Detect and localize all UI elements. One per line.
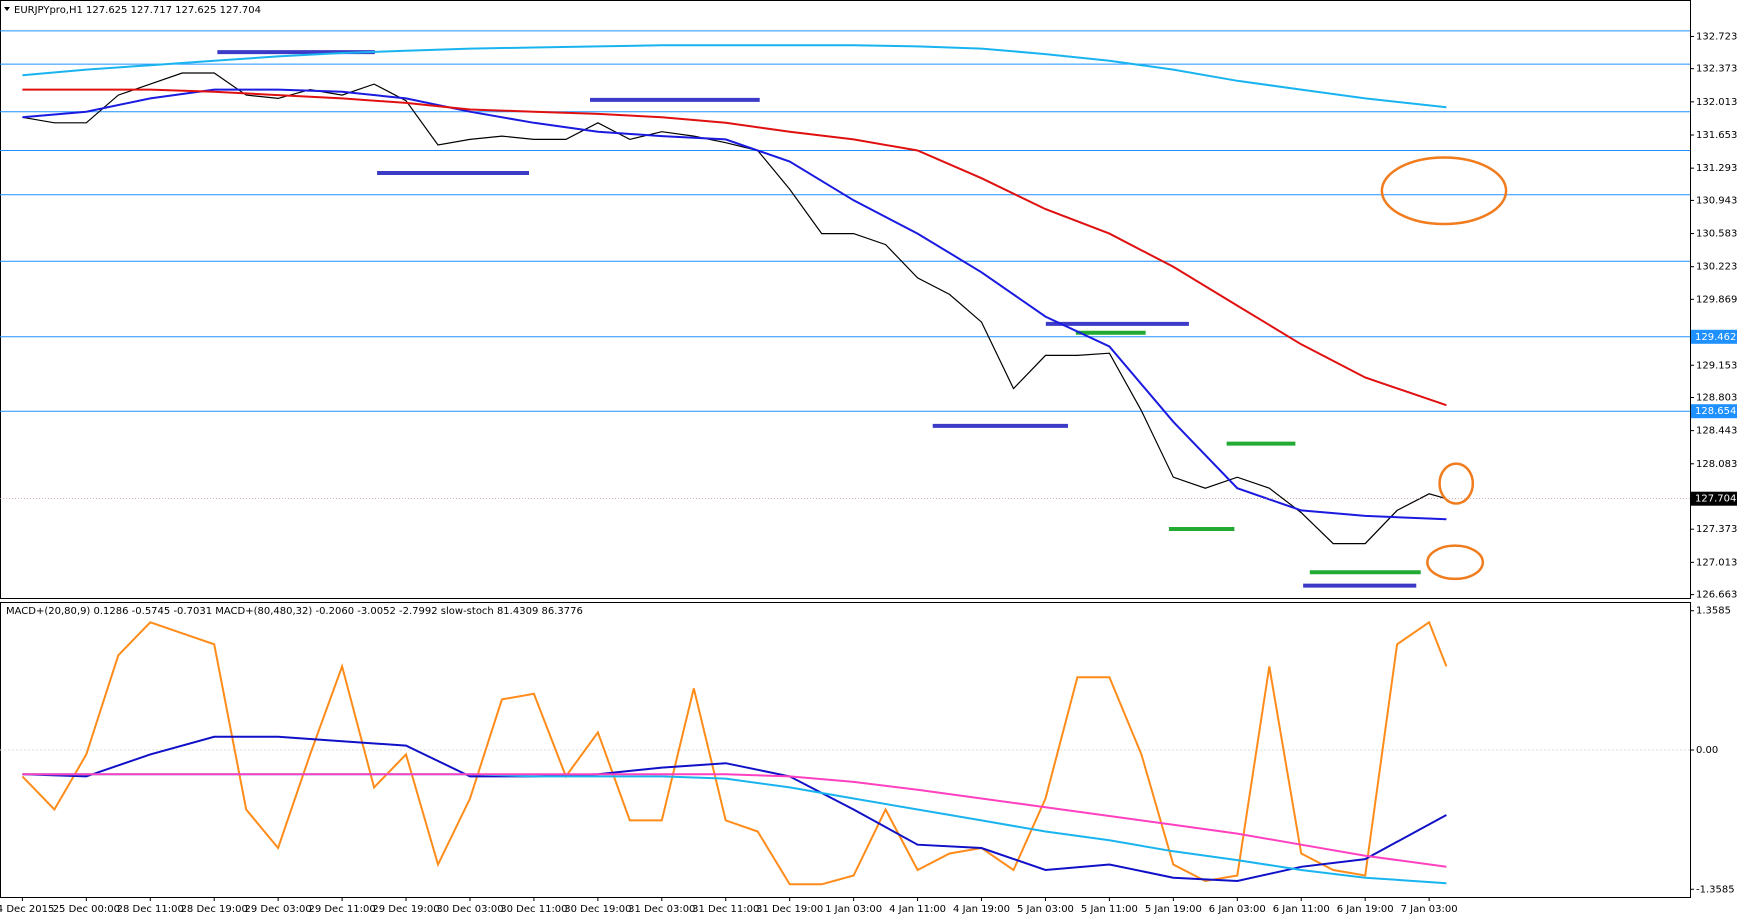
x-tick-label: 4 Jan 19:00 [953, 904, 1010, 915]
x-tick-label: 4 Jan 11:00 [889, 904, 946, 915]
x-tick-label: 29 Dec 11:00 [308, 904, 375, 915]
x-tick-label: 7 Jan 03:00 [1401, 904, 1458, 915]
sub-title: MACD+(20,80,9) 0.1286 -0.5745 -0.7031 MA… [6, 606, 583, 617]
x-tick-label: 31 Dec 03:00 [628, 904, 695, 915]
highlight-circle [1380, 156, 1508, 226]
x-tick-label: 31 Dec 19:00 [756, 904, 823, 915]
x-tick-label: 24 Dec 2015 [0, 904, 54, 915]
y-tick-label: 130.943 [1696, 195, 1737, 206]
x-tick-label: 5 Jan 19:00 [1145, 904, 1202, 915]
x-tick-label: 30 Dec 03:00 [436, 904, 503, 915]
y-tick-label: 132.723 [1696, 31, 1737, 42]
highlight-circle [1438, 462, 1475, 505]
y-tick-label: 0.00 [1696, 745, 1718, 756]
y-tick-label: 129.869 [1696, 294, 1737, 305]
highlight-circle [1426, 544, 1485, 581]
x-tick-label: 30 Dec 11:00 [500, 904, 567, 915]
x-tick-label: 29 Dec 19:00 [372, 904, 439, 915]
y-tick-label: 128.083 [1696, 459, 1737, 470]
x-tick-label: 28 Dec 11:00 [117, 904, 184, 915]
y-tick-label: 131.653 [1696, 130, 1737, 141]
y-tick-label: 129.153 [1696, 360, 1737, 371]
y-tick-label: 132.013 [1696, 97, 1737, 108]
price-label-box [1691, 491, 1737, 506]
y-tick-label: 131.293 [1696, 163, 1737, 174]
y-tick-label: 128.443 [1696, 426, 1737, 437]
y-tick-label: 130.223 [1696, 262, 1737, 273]
x-tick-label: 6 Jan 03:00 [1209, 904, 1266, 915]
x-tick-label: 25 Dec 00:00 [53, 904, 120, 915]
y-tick-label: 132.373 [1696, 64, 1737, 75]
x-tick-label: 5 Jan 11:00 [1081, 904, 1138, 915]
y-tick-label: 128.803 [1696, 392, 1737, 403]
x-tick-label: 31 Dec 11:00 [692, 904, 759, 915]
x-tick-label: 1 Jan 03:00 [825, 904, 882, 915]
y-tick-label: 127.013 [1696, 557, 1737, 568]
main-title: EURJPYpro,H1 127.625 127.717 127.625 127… [14, 5, 261, 16]
series-line [22, 735, 1447, 883]
menu-arrow[interactable] [4, 7, 10, 11]
series-line [22, 773, 1447, 868]
y-tick-label: 130.583 [1696, 229, 1737, 240]
series-line [22, 44, 1447, 109]
y-tick-label: 1.3585 [1696, 606, 1731, 617]
x-tick-label: 28 Dec 19:00 [181, 904, 248, 915]
series-line [22, 72, 1447, 545]
series-line [22, 773, 1447, 885]
price-label-box [1691, 329, 1737, 344]
price-label: 129.462 [1695, 332, 1736, 343]
x-tick-label: 6 Jan 11:00 [1273, 904, 1330, 915]
x-tick-label: 30 Dec 19:00 [564, 904, 631, 915]
price-label: 128.654 [1695, 406, 1736, 417]
series-line [22, 88, 1447, 407]
series-line [22, 88, 1447, 521]
y-tick-label: 126.663 [1696, 590, 1737, 601]
y-tick-label: -1.3585 [1696, 884, 1735, 895]
price-label: 127.704 [1695, 494, 1736, 505]
x-tick-label: 5 Jan 03:00 [1017, 904, 1074, 915]
series-line [21, 620, 1448, 886]
y-tick-label: 127.373 [1696, 524, 1737, 535]
price-label-box [1691, 404, 1737, 419]
x-tick-label: 29 Dec 03:00 [245, 904, 312, 915]
x-tick-label: 6 Jan 19:00 [1337, 904, 1394, 915]
